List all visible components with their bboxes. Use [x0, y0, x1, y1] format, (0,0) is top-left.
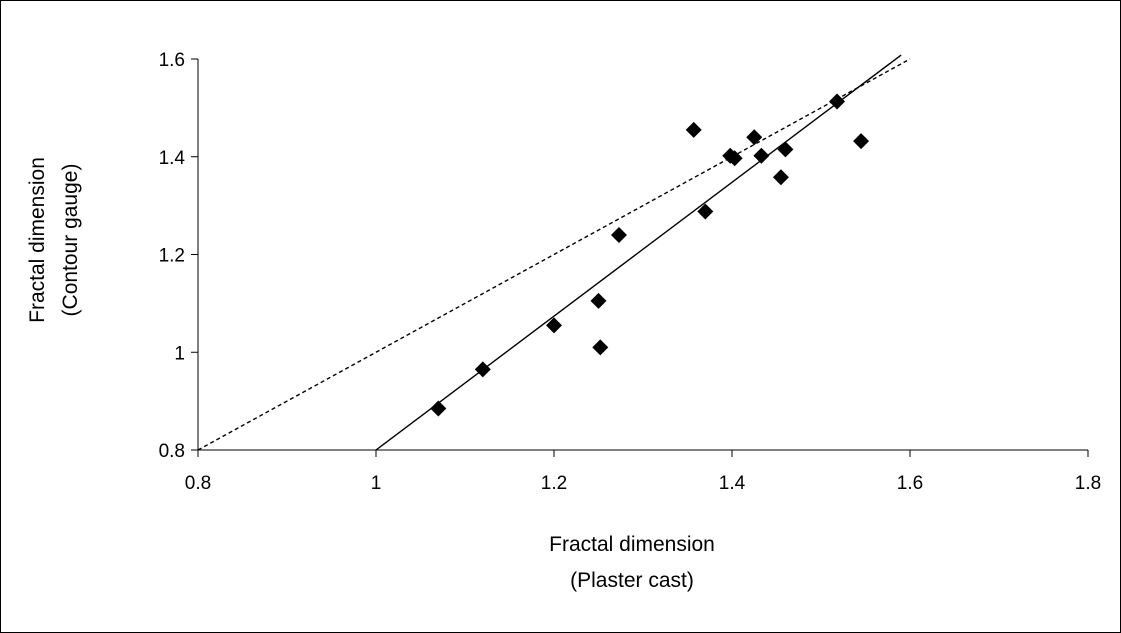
y-tick-label: 1.6	[159, 50, 185, 71]
y-tick-label: 1.2	[159, 246, 185, 267]
x-tick-label: 1	[371, 473, 382, 494]
data-point	[697, 203, 714, 220]
data-point	[610, 226, 627, 243]
x-tick-label: 1.2	[541, 473, 567, 494]
axes: 0.8 1 1.2 1.4 1.6 1.8 0.8 1 1.2 1.4 1.6	[159, 50, 1102, 494]
x-axis-title-line-1: Fractal dimension	[549, 533, 715, 556]
data-point	[546, 317, 562, 334]
data-point	[753, 147, 770, 164]
x-axis-title-line-2: (Plaster cast)	[570, 569, 694, 592]
x-tick-label: 1.4	[719, 473, 746, 494]
identity-dashed-line	[197, 58, 911, 451]
x-tick-label: 1.6	[897, 473, 923, 494]
y-axis-title-line-1: Fractal dimension	[26, 157, 49, 323]
data-point	[772, 169, 789, 186]
y-axis-ticks: 0.8 1 1.2 1.4 1.6	[159, 50, 198, 462]
y-axis-title-line-2: (Contour gauge)	[59, 164, 82, 317]
data-point	[829, 93, 846, 110]
data-point	[592, 339, 609, 356]
x-tick-label: 0.8	[185, 473, 211, 494]
y-tick-label: 1.4	[159, 148, 186, 169]
data-points	[430, 93, 870, 417]
data-point	[746, 129, 763, 146]
data-point	[777, 141, 794, 158]
x-axis-ticks: 0.8 1 1.2 1.4 1.6 1.8	[185, 450, 1101, 494]
data-point	[685, 121, 702, 138]
data-point	[430, 400, 447, 417]
y-tick-label: 0.8	[159, 441, 185, 462]
data-point	[590, 292, 607, 309]
reference-lines	[197, 54, 911, 451]
x-tick-label: 1.8	[1075, 473, 1101, 494]
y-tick-label: 1	[174, 343, 185, 364]
data-point	[726, 150, 743, 167]
data-point	[474, 361, 491, 378]
regression-solid-line	[375, 54, 902, 451]
data-point	[853, 133, 870, 150]
